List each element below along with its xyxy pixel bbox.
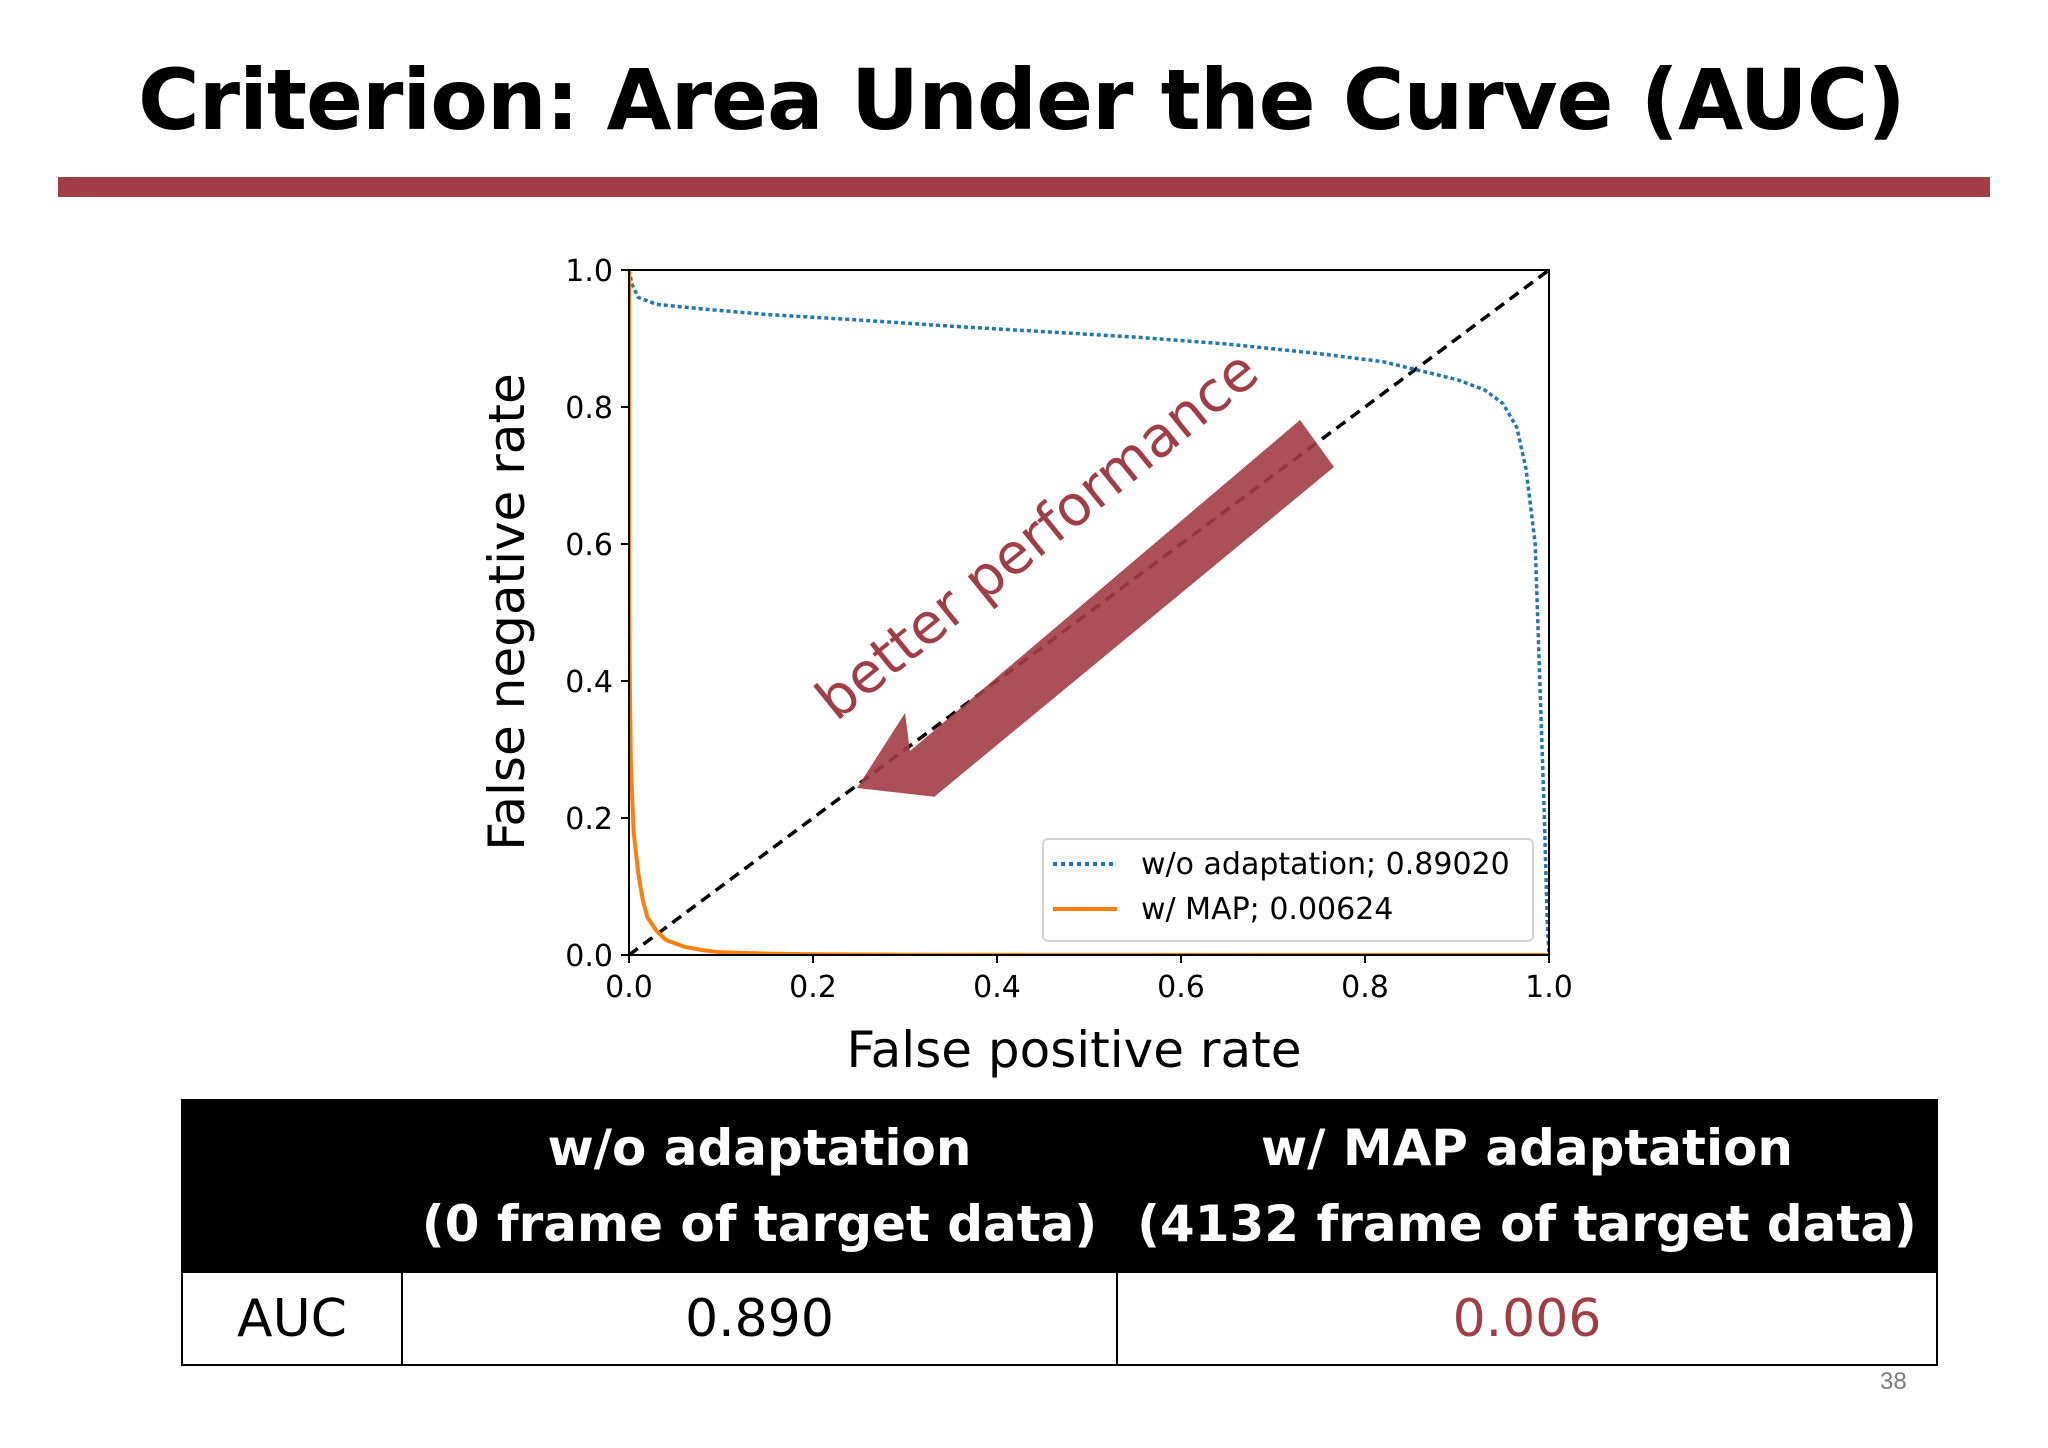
title-rule: [58, 177, 1990, 197]
auc-value-wo-adaptation: 0.890: [401, 1271, 1118, 1366]
header-map-adaptation-line2: (4132 frame of target data): [1137, 1195, 1917, 1253]
header-map-adaptation: w/ MAP adaptation (4132 frame of target …: [1116, 1099, 1938, 1273]
x-tick-label: 0.8: [1341, 970, 1389, 1005]
legend-label-map: w/ MAP; 0.00624: [1141, 892, 1393, 927]
legend: w/o adaptation; 0.89020 w/ MAP; 0.00624: [1042, 838, 1534, 942]
header-map-adaptation-line1: w/ MAP adaptation: [1260, 1119, 1794, 1177]
x-tick-label: 0.0: [605, 970, 653, 1005]
y-tick-label: 1.0: [565, 254, 613, 289]
table-row: AUC 0.890 0.006: [181, 1271, 1938, 1366]
y-axis-label: False negative rate: [478, 373, 536, 851]
wo-adaptation-curve: [629, 270, 1549, 955]
auc-table: w/o adaptation (0 frame of target data) …: [181, 1099, 1938, 1366]
y-tick-label: 0.6: [565, 528, 613, 563]
table-header-row: w/o adaptation (0 frame of target data) …: [181, 1099, 1938, 1273]
x-tick-label: 0.4: [973, 970, 1021, 1005]
header-wo-adaptation: w/o adaptation (0 frame of target data): [401, 1099, 1118, 1273]
x-tick-label: 1.0: [1525, 970, 1573, 1005]
page-number: 38: [1880, 1368, 1907, 1395]
x-axis-label: False positive rate: [847, 1021, 1302, 1079]
slide-title: Criterion: Area Under the Curve (AUC): [138, 51, 1906, 149]
better-performance-arrow: [857, 420, 1334, 797]
header-wo-adaptation-line2: (0 frame of target data): [421, 1195, 1098, 1253]
plot-area-frame: [628, 269, 1550, 956]
x-tick-label: 0.6: [1157, 970, 1205, 1005]
roc-chart: 0.0 0.2 0.4 0.6 0.8 1.0 0.0 0.2 0.4 0.6 0.8 1.0 Fal…: [478, 254, 1573, 1079]
auc-value-map-adaptation: 0.006: [1116, 1271, 1938, 1366]
axis-ticks: 0.0 0.2 0.4 0.6 0.8 1.0 0.0 0.2 0.4 0.6 0.8 1.0: [565, 254, 1573, 1005]
row-label-auc: AUC: [181, 1271, 403, 1366]
chance-diagonal-line: [629, 270, 1549, 955]
legend-box: [1042, 838, 1534, 942]
legend-label-wo-adaptation: w/o adaptation; 0.89020: [1141, 847, 1510, 882]
header-wo-adaptation-line1: w/o adaptation: [547, 1119, 972, 1177]
header-empty: [181, 1099, 403, 1273]
y-tick-label: 0.8: [565, 391, 613, 426]
x-tick-label: 0.2: [789, 970, 837, 1005]
y-tick-label: 0.2: [565, 802, 613, 837]
y-tick-label: 0.4: [565, 665, 613, 700]
y-tick-label: 0.0: [565, 939, 613, 974]
